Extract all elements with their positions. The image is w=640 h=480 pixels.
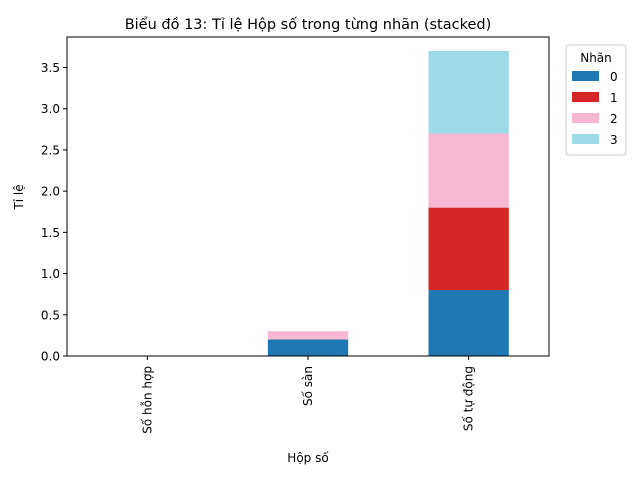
legend-label-1: 1: [610, 91, 618, 105]
legend-label-3: 3: [610, 133, 618, 147]
y-tick-label: 3.0: [41, 102, 60, 116]
y-tick-label: 1.5: [41, 226, 60, 240]
y-tick-label: 3.5: [41, 61, 60, 75]
bar-segment-1-series-2: [267, 331, 349, 340]
x-axis-label: Hộp số: [287, 451, 329, 465]
y-tick-label: 2.5: [41, 143, 60, 157]
chart-title: Biểu đồ 13: Tỉ lệ Hộp số trong từng nhãn…: [125, 16, 492, 33]
bar-segment-1-series-0: [267, 339, 349, 356]
legend: Nhãn 0 1 2 3: [565, 44, 627, 156]
legend-swatch-3: [572, 134, 599, 144]
x-tick-label: Số sàn: [301, 366, 315, 406]
legend-label-0: 0: [610, 70, 618, 84]
y-axis-label: Tỉ lệ: [12, 184, 26, 210]
axes-layer: 0.0 0.5 1.0 1.5 2.0 2.5 3.0 3.5 Số hỗn hợp Số sàn…: [41, 36, 550, 434]
bar-segment-2-series-0: [428, 290, 509, 356]
y-tick-label: 2.0: [41, 185, 60, 199]
bar-segment-2-series-1: [428, 207, 509, 291]
legend-label-2: 2: [610, 112, 618, 126]
y-tick-label: 0.5: [41, 308, 60, 322]
x-tick-label: Số hỗn hợp: [140, 366, 154, 434]
legend-swatch-2: [572, 113, 599, 123]
y-tick-label: 0.0: [41, 350, 60, 364]
bars-layer: [267, 51, 509, 356]
x-tick-label: Số tự động: [462, 366, 476, 431]
legend-swatch-1: [572, 92, 599, 102]
y-tick-label: 1.0: [41, 267, 60, 281]
bar-segment-2-series-3: [428, 51, 509, 134]
legend-title: Nhãn: [580, 51, 612, 65]
bar-segment-2-series-2: [428, 133, 509, 208]
legend-swatch-0: [572, 71, 599, 81]
